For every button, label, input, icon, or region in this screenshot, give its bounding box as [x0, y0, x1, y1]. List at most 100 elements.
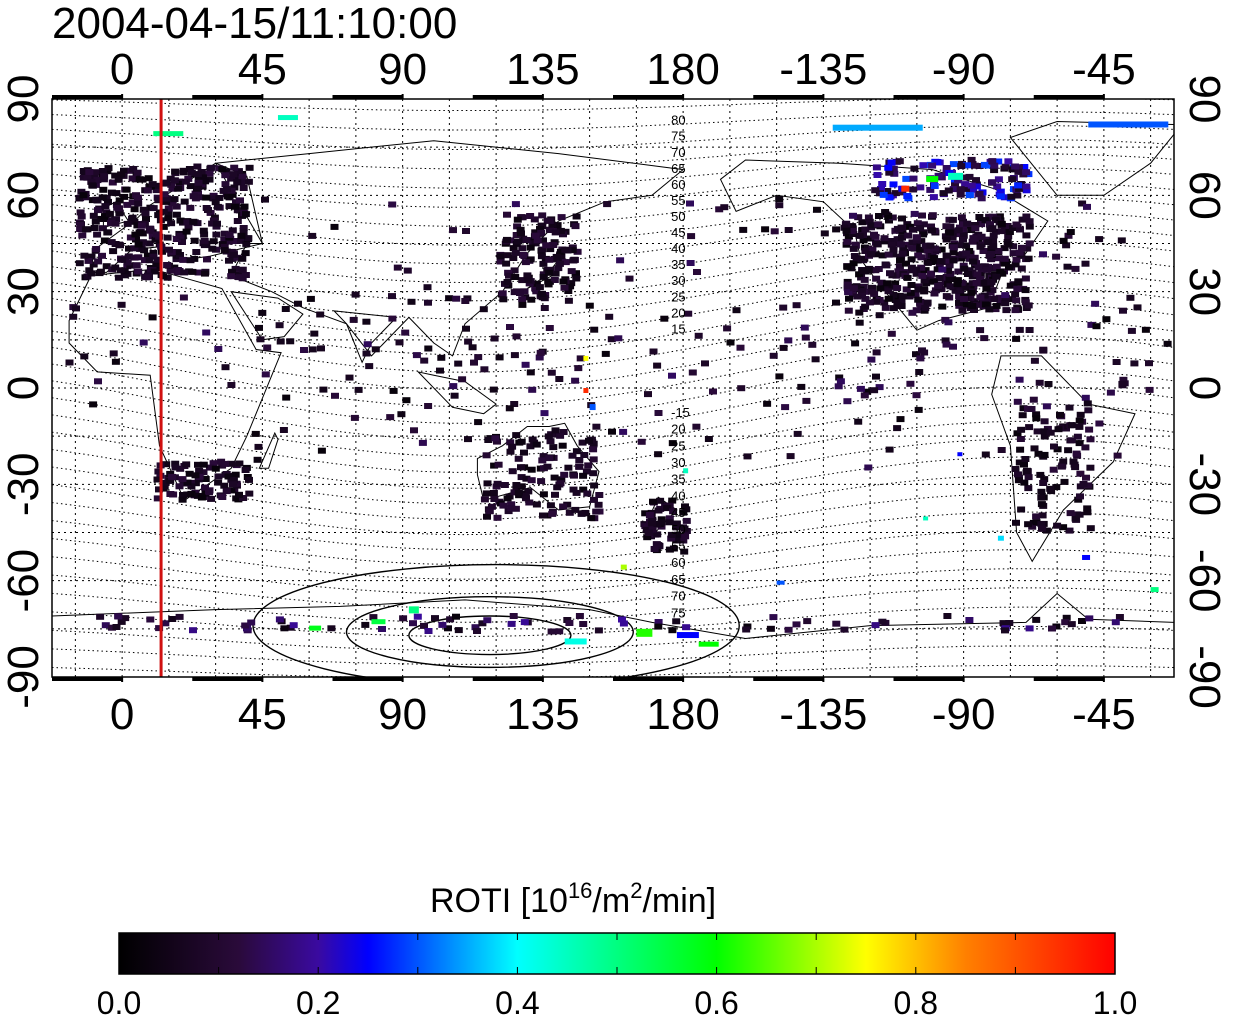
- roti-cell: [1083, 400, 1092, 407]
- roti-bright-cell: [620, 564, 627, 570]
- roti-cell: [763, 400, 772, 407]
- roti-cell: [820, 230, 829, 237]
- roti-cell: [489, 386, 498, 393]
- roti-cell: [923, 299, 932, 306]
- roti-cell: [737, 385, 746, 392]
- roti-cell: [81, 226, 90, 233]
- roti-cell: [1063, 263, 1072, 270]
- roti-cell: [445, 295, 454, 302]
- roti-cell: [470, 359, 478, 366]
- roti-cell: [858, 287, 866, 294]
- roti-cell: [539, 273, 548, 280]
- roti-cell: [912, 234, 921, 241]
- roti-cell: [895, 158, 904, 165]
- roti-cell: [76, 209, 85, 216]
- roti-cell: [1020, 461, 1028, 468]
- roti-cell: [566, 283, 575, 290]
- colorbar-tick-label: 0.8: [894, 985, 938, 1021]
- roti-cell: [133, 194, 142, 201]
- roti-cell: [904, 232, 913, 239]
- roti-cell: [231, 203, 239, 210]
- roti-cell: [792, 621, 801, 628]
- roti-cell: [80, 252, 89, 259]
- roti-cell: [509, 255, 518, 261]
- roti-cell: [397, 411, 406, 418]
- roti-cell: [228, 227, 237, 234]
- roti-cell: [854, 214, 863, 221]
- roti-cell: [123, 220, 132, 227]
- roti-cell: [227, 382, 236, 388]
- roti-cell: [987, 251, 995, 257]
- roti-cell: [187, 483, 196, 490]
- roti-cell: [275, 322, 284, 329]
- roti-cell: [505, 405, 514, 412]
- roti-cell: [583, 490, 592, 497]
- roti-cell: [507, 501, 516, 508]
- roti-cell: [1000, 245, 1009, 252]
- roti-cell: [518, 301, 527, 308]
- contour-label: 70: [671, 589, 685, 604]
- roti-cell: [537, 229, 546, 236]
- roti-cell: [179, 294, 188, 301]
- roti-cell: [1022, 232, 1031, 239]
- roti-cell: [919, 221, 928, 228]
- roti-cell: [653, 362, 662, 369]
- roti-cell: [185, 470, 194, 477]
- roti-cell: [988, 179, 997, 186]
- roti-cell: [1024, 485, 1033, 492]
- roti-cell: [1021, 275, 1030, 282]
- roti-cell: [912, 237, 921, 244]
- roti-cell: [985, 306, 994, 313]
- roti-bright-cell: [564, 638, 587, 645]
- roti-cell: [1062, 614, 1071, 621]
- roti-cell: [92, 246, 101, 252]
- roti-cell: [175, 613, 184, 620]
- roti-cell: [163, 234, 172, 241]
- roti-cell: [1065, 404, 1074, 411]
- roti-cell: [889, 246, 898, 253]
- roti-cell: [962, 301, 971, 308]
- roti-cell: [910, 210, 919, 217]
- roti-cell: [1126, 294, 1135, 301]
- roti-cell: [842, 227, 851, 234]
- contour-label: 30: [671, 273, 685, 288]
- roti-cell: [162, 198, 171, 205]
- roti-cell: [545, 325, 554, 331]
- roti-cell: [151, 236, 160, 243]
- roti-cell: [834, 383, 843, 390]
- roti-cell: [887, 159, 896, 166]
- roti-cell: [1064, 232, 1073, 239]
- roti-cell: [172, 236, 181, 242]
- lon-label-bottom: -45: [1072, 690, 1136, 739]
- roti-cell: [134, 200, 143, 207]
- roti-cell: [945, 229, 954, 236]
- roti-cell: [168, 616, 177, 622]
- contour-label: 25: [671, 438, 685, 453]
- roti-cell: [424, 299, 432, 306]
- contour-label: 65: [671, 161, 685, 176]
- roti-cell: [209, 238, 218, 245]
- roti-cell: [793, 430, 802, 437]
- roti-cell: [507, 620, 516, 627]
- roti-cell: [1042, 527, 1051, 534]
- roti-cell: [205, 489, 213, 496]
- roti-cell: [832, 226, 841, 233]
- roti-cell: [547, 628, 556, 635]
- mag-pole-ring: [408, 615, 572, 656]
- roti-cell: [202, 194, 211, 201]
- roti-cell: [1014, 471, 1022, 478]
- contour-label: 50: [671, 522, 685, 537]
- roti-cell: [218, 494, 227, 500]
- roti-cell: [875, 312, 884, 319]
- lon-label-top: -90: [932, 45, 996, 94]
- roti-bright-cell: [776, 580, 785, 585]
- roti-cell: [532, 501, 541, 508]
- roti-cell: [281, 306, 290, 312]
- roti-cell: [1030, 445, 1039, 452]
- roti-cell: [914, 283, 923, 290]
- roti-cell: [965, 617, 974, 623]
- lon-label-top: 90: [378, 45, 427, 94]
- roti-cell: [101, 622, 110, 629]
- mag-contour: [52, 167, 1174, 208]
- roti-cell: [115, 197, 124, 204]
